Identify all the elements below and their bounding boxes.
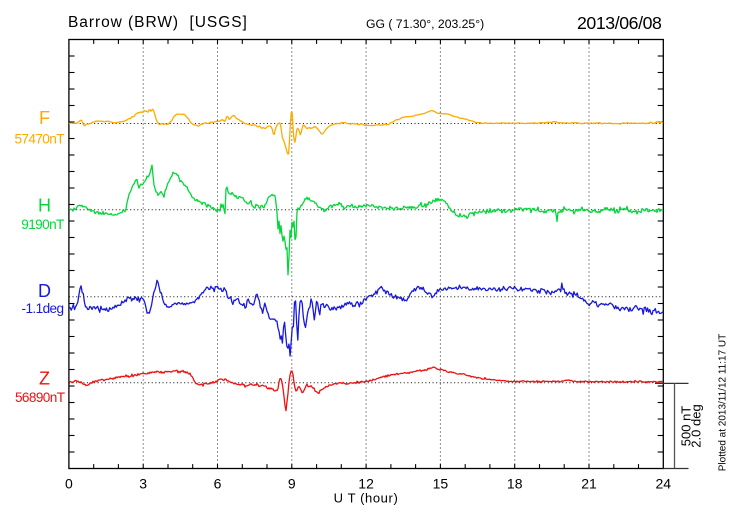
svg-text:3: 3 xyxy=(139,475,147,491)
svg-text:24: 24 xyxy=(656,475,672,491)
svg-text:6: 6 xyxy=(214,475,222,491)
svg-text:9: 9 xyxy=(288,475,296,491)
svg-text:D: D xyxy=(38,281,51,301)
svg-text:-1.1deg: -1.1deg xyxy=(22,301,64,316)
svg-text:Z: Z xyxy=(39,368,50,388)
svg-text:F: F xyxy=(39,108,50,128)
svg-text:H: H xyxy=(38,196,51,216)
svg-text:0: 0 xyxy=(65,475,73,491)
svg-text:Plotted at 2013/11/12 11:17 UT: Plotted at 2013/11/12 11:17 UT xyxy=(718,334,729,472)
svg-text:GG ( 71.30°, 203.25°): GG ( 71.30°, 203.25°) xyxy=(366,17,484,31)
svg-text:18: 18 xyxy=(507,475,523,491)
svg-text:2013/06/08: 2013/06/08 xyxy=(577,13,662,33)
svg-text:21: 21 xyxy=(581,475,597,491)
svg-text:U T (hour): U T (hour) xyxy=(334,491,399,506)
svg-text:12: 12 xyxy=(358,475,374,491)
svg-text:9190nT: 9190nT xyxy=(21,217,64,232)
svg-text:56890nT: 56890nT xyxy=(15,390,65,405)
svg-text:Barrow (BRW) [USGS]: Barrow (BRW) [USGS] xyxy=(68,14,248,31)
svg-text:500 nT: 500 nT xyxy=(679,406,694,447)
svg-text:15: 15 xyxy=(433,475,449,491)
svg-text:2.0 deg: 2.0 deg xyxy=(689,404,704,447)
svg-text:57470nT: 57470nT xyxy=(14,131,64,146)
